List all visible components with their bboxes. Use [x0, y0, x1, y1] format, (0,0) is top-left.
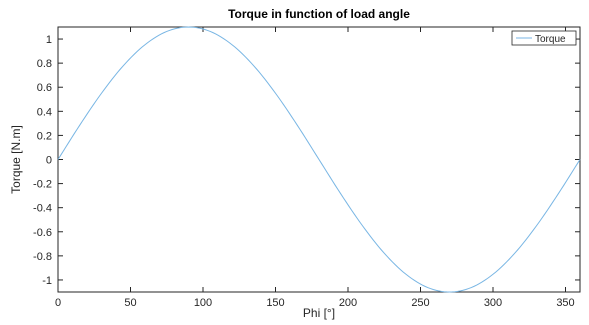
y-tick-label: 1 — [46, 34, 52, 46]
data-point — [188, 26, 189, 27]
x-tick-label: 350 — [556, 297, 574, 309]
data-point — [231, 44, 232, 45]
y-tick-label: 0.8 — [37, 58, 52, 70]
y-tick-label: 0.2 — [37, 130, 52, 142]
data-point — [362, 225, 363, 226]
x-tick-label: 100 — [194, 297, 212, 309]
data-point — [471, 287, 472, 288]
x-tick-label: 250 — [411, 297, 429, 309]
y-tick-label: -0.6 — [33, 227, 52, 239]
data-point — [253, 65, 254, 66]
data-point — [514, 253, 515, 254]
y-tick-label: -0.8 — [33, 251, 52, 263]
data-point — [405, 274, 406, 275]
data-point — [210, 31, 211, 32]
y-tick-label: -0.2 — [33, 179, 52, 191]
series-layer — [57, 26, 581, 293]
y-axis: -1 -0.8 -0.6 -0.4 -0.2 0 0.2 0.4 0.6 0.8 1 — [33, 34, 580, 287]
data-point — [166, 31, 167, 32]
data-point — [492, 274, 493, 275]
data-point — [57, 159, 58, 160]
data-point — [536, 225, 537, 226]
data-point — [101, 93, 102, 94]
legend-label: Torque — [535, 34, 566, 45]
chart-title: Torque in function of load angle — [228, 7, 410, 21]
x-tick-label: 200 — [339, 297, 357, 309]
data-point — [79, 125, 80, 126]
legend: Torque — [511, 30, 577, 46]
data-point — [558, 193, 559, 194]
x-tick-label: 0 — [55, 297, 61, 309]
data-point — [297, 125, 298, 126]
y-tick-label: 0.4 — [37, 106, 52, 118]
data-point — [123, 65, 124, 66]
y-tick-label: -0.4 — [33, 203, 52, 215]
data-point — [449, 291, 450, 292]
data-point — [427, 287, 428, 288]
data-point — [144, 44, 145, 45]
x-tick-label: 300 — [484, 297, 502, 309]
data-point — [340, 193, 341, 194]
legend-box — [511, 30, 577, 46]
data-point — [318, 159, 319, 160]
y-axis-label: Torque [N.m] — [9, 125, 23, 194]
y-tick-label: -1 — [42, 275, 52, 287]
x-tick-label: 50 — [124, 297, 136, 309]
series-line-torque — [57, 26, 581, 293]
data-point — [384, 253, 385, 254]
data-point — [579, 159, 580, 160]
y-tick-label: 0 — [46, 155, 52, 167]
x-axis: 0 50 100 150 200 250 300 350 — [55, 27, 575, 309]
y-tick-label: 0.6 — [37, 82, 52, 94]
x-axis-label: Phi [°] — [303, 306, 335, 320]
data-point — [275, 93, 276, 94]
x-tick-label: 150 — [266, 297, 284, 309]
